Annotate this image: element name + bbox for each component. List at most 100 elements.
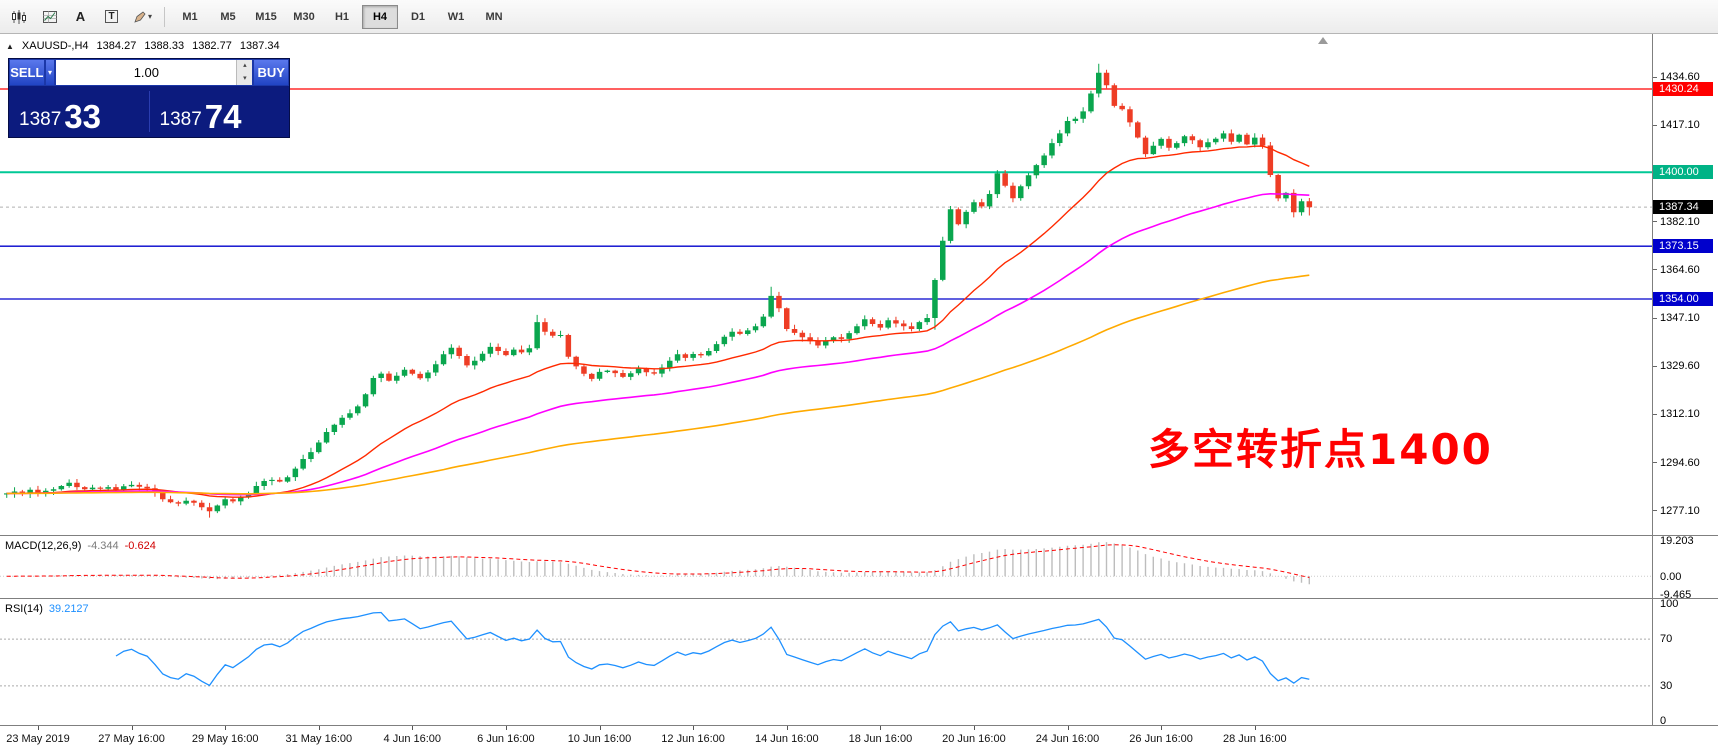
time-axis-label: 14 Jun 16:00 xyxy=(754,733,819,745)
time-axis[interactable]: 23 May 2019 27 May 16:00 29 May 16:00 31 Ma… xyxy=(0,725,1718,753)
rsi-tick-label: 0 xyxy=(1660,715,1667,727)
panel-separator[interactable] xyxy=(0,535,1718,536)
macd-panel-canvas[interactable] xyxy=(0,537,1652,598)
time-axis-label: 29 May 16:00 xyxy=(191,733,259,745)
price-axis-tick xyxy=(1653,76,1657,78)
time-axis-label: 6 Jun 16:00 xyxy=(477,733,535,745)
price-axis-tick xyxy=(1653,462,1657,464)
price-badge-1354.00: 1354.00 xyxy=(1653,292,1713,306)
volume-down-button[interactable]: ▾ xyxy=(237,72,253,85)
order-type-dropdown[interactable]: ▾ xyxy=(44,59,56,86)
time-axis-label: 28 Jun 16:00 xyxy=(1222,733,1287,745)
toolbar: A T ▾ M1 M5 M15 M30 H1 H4 D1 W1 MN xyxy=(0,0,1718,34)
price-badge-1373.15: 1373.15 xyxy=(1653,239,1713,254)
panel-separator[interactable] xyxy=(0,598,1718,599)
sell-price: 1387 33 xyxy=(9,86,149,137)
macd-tick-label: 0.00 xyxy=(1660,571,1682,584)
one-click-trading-panel: SELL ▾ ▴ ▾ BUY 1387 33 1387 xyxy=(8,58,290,138)
time-axis-label: 12 Jun 16:00 xyxy=(661,733,725,745)
chart-info-line: ▲ XAUUSD-,H4 1384.27 1388.33 1382.77 138… xyxy=(6,40,280,52)
rsi-line xyxy=(115,611,1310,687)
price-divider xyxy=(148,91,150,132)
macd-histogram xyxy=(13,542,1310,585)
candle-bodies-up xyxy=(4,72,1305,512)
rsi-tick-label: 30 xyxy=(1660,679,1673,692)
timeframe-M15[interactable]: M15 xyxy=(255,10,277,23)
price-badge-1430.24: 1430.24 xyxy=(1653,82,1713,96)
time-axis-tick xyxy=(412,726,414,730)
toolbar-separator xyxy=(164,6,165,27)
volume-input[interactable] xyxy=(56,60,237,85)
chart-region: ▲ XAUUSD-,H4 1384.27 1388.33 1382.77 138… xyxy=(0,34,1718,753)
collapse-arrow-icon[interactable]: ▲ xyxy=(6,41,14,51)
sell-price-pips: 33 xyxy=(64,97,101,135)
moving-average-25 xyxy=(6,145,1310,498)
buy-price-main: 1387 xyxy=(159,109,202,130)
trade-panel-prices: 1387 33 1387 74 xyxy=(9,86,289,137)
price-axis-tick xyxy=(1653,124,1657,126)
chevron-down-icon: ▾ xyxy=(147,12,152,21)
timeframe-M5[interactable]: M5 xyxy=(220,10,236,23)
time-axis-label: 24 Jun 16:00 xyxy=(1035,733,1100,745)
ohlc-low: 1382.77 xyxy=(192,40,232,52)
price-badge-1387.34: 1387.34 xyxy=(1653,200,1713,215)
price-tick-label: 1312.10 xyxy=(1660,408,1700,421)
price-tick-label: 1364.60 xyxy=(1660,263,1700,276)
candle-bodies-down xyxy=(19,72,1313,512)
ohlc-open: 1384.27 xyxy=(96,40,137,52)
time-axis-tick xyxy=(880,726,882,730)
chart-annotation-text: 多空转折点1400 xyxy=(1148,425,1493,474)
chart-type-icon[interactable] xyxy=(4,4,33,30)
time-axis-label: 10 Jun 16:00 xyxy=(567,733,632,745)
time-axis-tick xyxy=(225,726,227,730)
time-axis-label: 4 Jun 16:00 xyxy=(383,733,442,745)
timeframe-M1[interactable]: M1 xyxy=(182,10,198,23)
drawing-tools-icon[interactable]: ▾ xyxy=(128,4,157,30)
timeframe-MN[interactable]: MN xyxy=(485,10,503,23)
rsi-panel-canvas[interactable] xyxy=(0,600,1652,725)
text-tool-icon-glyph: T xyxy=(105,10,118,23)
volume-field: ▴ ▾ xyxy=(55,59,254,86)
time-axis-tick xyxy=(693,726,695,730)
macd-name: MACD(12,26,9) xyxy=(5,540,82,552)
cursor-tool-icon[interactable]: A xyxy=(66,4,95,30)
timeframe-D1[interactable]: D1 xyxy=(410,10,426,23)
rsi-name: RSI(14) xyxy=(5,603,43,615)
moving-average-60 xyxy=(6,192,1310,496)
rsi-tick-label: 100 xyxy=(1660,598,1679,610)
price-axis-tick xyxy=(1653,365,1657,367)
timeframe-H4[interactable]: H4 xyxy=(362,4,398,29)
volume-up-button[interactable]: ▴ xyxy=(237,60,253,73)
ohlc-close: 1387.34 xyxy=(239,40,280,52)
ohlc-high: 1388.33 xyxy=(144,40,185,52)
price-tick-label: 1277.10 xyxy=(1660,504,1700,517)
time-axis-tick xyxy=(973,726,975,730)
price-axis-tick xyxy=(1653,317,1657,319)
sell-price-main: 1387 xyxy=(19,109,62,130)
timeframe-M30[interactable]: M30 xyxy=(293,10,315,23)
price-axis-tick xyxy=(1653,221,1657,223)
price-axis[interactable]: 1434.601417.101399.601382.101364.601347.… xyxy=(1652,34,1718,727)
macd-signal-line xyxy=(6,544,1310,579)
time-axis-tick xyxy=(318,726,320,730)
macd-signal-value: -0.624 xyxy=(124,540,156,552)
toolbar-icon-group: A T ▾ xyxy=(4,4,157,30)
buy-button[interactable]: BUY xyxy=(253,59,289,86)
price-axis-tick xyxy=(1653,510,1657,512)
time-axis-tick xyxy=(505,726,507,730)
text-tool-icon[interactable]: T xyxy=(97,4,126,30)
time-axis-tick xyxy=(1161,726,1163,730)
sell-button[interactable]: SELL xyxy=(9,59,45,86)
price-tick-label: 1347.10 xyxy=(1660,312,1700,324)
timeframe-H1[interactable]: H1 xyxy=(334,10,350,23)
buy-price-pips: 74 xyxy=(204,97,242,135)
price-tick-label: 1294.60 xyxy=(1660,456,1700,469)
time-axis-label: 18 Jun 16:00 xyxy=(848,733,913,745)
timeframe-W1[interactable]: W1 xyxy=(447,10,465,23)
indicators-icon[interactable] xyxy=(35,4,64,30)
main-chart-canvas[interactable] xyxy=(0,34,1652,535)
symbol-period-label: XAUUSD-,H4 xyxy=(21,40,89,52)
time-axis-label: 27 May 16:00 xyxy=(98,733,165,745)
chart-shift-marker[interactable] xyxy=(1318,37,1328,44)
